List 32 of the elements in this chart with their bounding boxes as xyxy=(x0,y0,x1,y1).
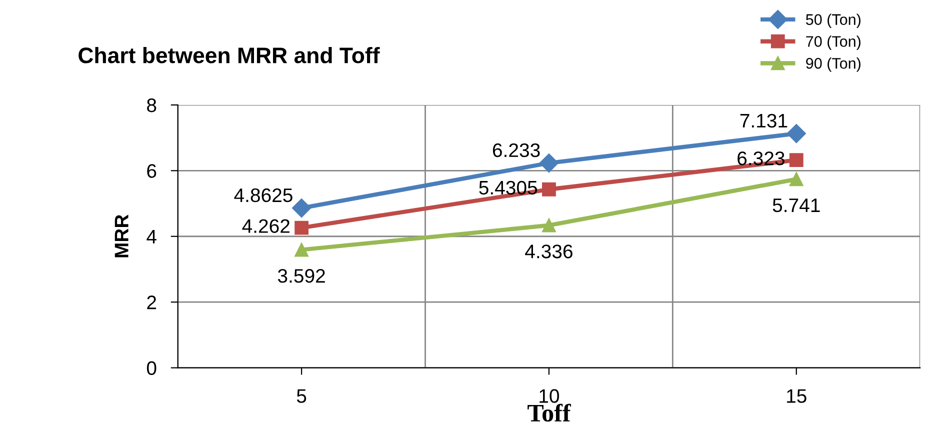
y-axis-title: MRR xyxy=(114,214,128,258)
y-tick-label: 2 xyxy=(147,296,156,310)
y-tick-label: 6 xyxy=(147,164,156,178)
data-label: 4.336 xyxy=(525,244,572,258)
y-tick-label: 4 xyxy=(146,230,156,244)
point xyxy=(294,220,308,235)
data-label: 5.741 xyxy=(772,198,820,212)
point xyxy=(786,124,806,144)
data-label: 3.592 xyxy=(278,269,325,283)
data-label: 4.262 xyxy=(242,219,290,233)
point xyxy=(789,172,804,186)
legend-label: 70 (Ton) xyxy=(806,36,860,50)
y-tick-label: 0 xyxy=(146,361,156,376)
x-tick-label: 5 xyxy=(296,389,306,403)
legend-label: 50 (Ton) xyxy=(806,14,860,28)
data-label: 5.4305 xyxy=(479,180,538,195)
point xyxy=(292,198,312,218)
point xyxy=(539,153,558,173)
data-label: 7.131 xyxy=(740,114,788,128)
data-label: 6.323 xyxy=(738,152,784,166)
data-label: 4.8625 xyxy=(234,188,292,202)
point xyxy=(294,242,308,257)
legend-label: 90 (Ton) xyxy=(806,58,860,72)
x-tick-label: 15 xyxy=(787,389,806,403)
x-tick-label: 10 xyxy=(540,389,560,403)
y-tick-label: 8 xyxy=(147,98,156,112)
point xyxy=(542,218,556,232)
point xyxy=(789,153,804,167)
chart-title: Chart between MRR and Toff xyxy=(78,46,380,64)
x-axis-title: Toff xyxy=(528,404,571,422)
point xyxy=(542,182,556,196)
data-label: 6.233 xyxy=(492,143,540,158)
